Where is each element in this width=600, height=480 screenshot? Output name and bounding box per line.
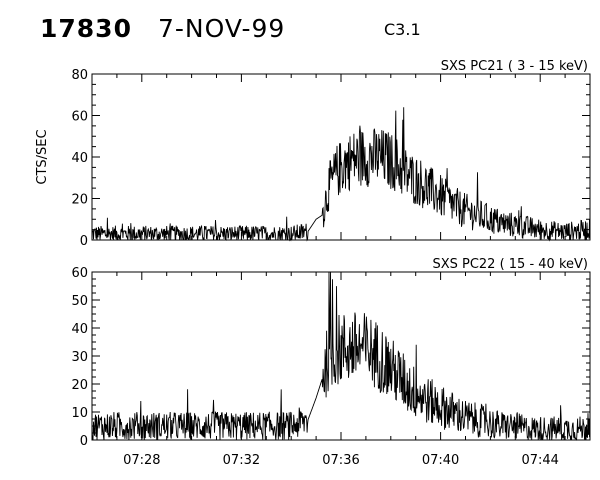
x-tick-label: 07:40 bbox=[422, 453, 459, 468]
y-tick-label: 50 bbox=[71, 294, 88, 309]
y-tick-label: 40 bbox=[71, 151, 88, 166]
x-tick-label: 07:44 bbox=[521, 453, 558, 468]
flare-class: C3.1 bbox=[384, 20, 421, 39]
series-line-1 bbox=[91, 271, 590, 441]
event-id: 17830 bbox=[40, 14, 132, 43]
series-line-1 bbox=[91, 107, 590, 242]
panel-title: SXS PC21 ( 3 - 15 keV) bbox=[441, 59, 588, 74]
y-tick-label: 20 bbox=[71, 378, 88, 393]
chart-panel-1: SXS PC21 ( 3 - 15 keV) 0 20 40 60 80 CTS/SEC bbox=[35, 59, 591, 249]
y-tick-label: 0 bbox=[80, 434, 88, 449]
y-tick-label: 60 bbox=[71, 266, 88, 281]
x-tick-label: 07:32 bbox=[223, 453, 260, 468]
x-tick-label: 07:36 bbox=[322, 453, 359, 468]
y-tick-label: 30 bbox=[71, 350, 88, 365]
y-tick-label: 80 bbox=[71, 68, 88, 83]
x-tick-label: 07:28 bbox=[123, 453, 160, 468]
panel-title: SXS PC22 ( 15 - 40 keV) bbox=[432, 257, 588, 272]
y-tick-label: 0 bbox=[80, 234, 88, 249]
event-date: 7-NOV-99 bbox=[158, 14, 286, 43]
chart-panel-2: SXS PC22 ( 15 - 40 keV) 0 10 20 30 40 50 60 07:2… bbox=[71, 257, 591, 468]
y-tick-label: 20 bbox=[71, 193, 88, 208]
y-tick-label: 60 bbox=[71, 110, 88, 125]
y-tick-label: 10 bbox=[71, 406, 88, 421]
y-axis-label: CTS/SEC bbox=[35, 129, 50, 184]
y-tick-label: 40 bbox=[71, 322, 88, 337]
